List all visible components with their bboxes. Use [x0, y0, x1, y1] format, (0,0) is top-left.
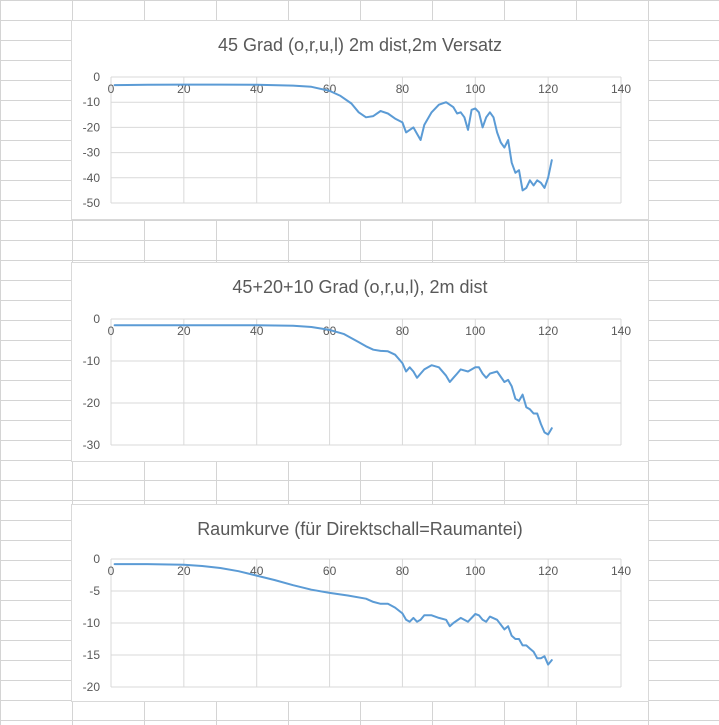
chart-3-ytick-label: 0: [93, 552, 100, 566]
chart-2-xtick-label: 80: [396, 324, 410, 338]
chart-3-xtick-label: 120: [538, 564, 558, 578]
chart-1-ytick-label: 0: [93, 70, 100, 84]
chart-2-ytick-label: -30: [83, 438, 101, 452]
chart-1-ytick-label: -40: [83, 171, 101, 185]
chart-2-xtick-label: 20: [177, 324, 191, 338]
chart-1-ytick-label: -20: [83, 120, 101, 134]
chart-1-ytick-label: -50: [83, 196, 101, 210]
chart-1-xtick-label: 80: [396, 82, 410, 96]
chart-3-xtick-label: 60: [323, 564, 337, 578]
chart-3-title: Raumkurve (für Direktschall=Raumantei): [197, 519, 523, 539]
chart-2-xtick-label: 60: [323, 324, 337, 338]
chart-2-series-line: [113, 324, 553, 436]
chart-panel-1[interactable]: 45 Grad (o,r,u,l) 2m dist,2m Versatz 0 -10…: [71, 20, 649, 220]
chart-2-xtick-label: 0: [108, 324, 115, 338]
chart-panel-2[interactable]: 45+20+10 Grad (o,r,u,l), 2m dist 0 -10 -20 -…: [71, 262, 649, 462]
chart-3-series-line: [113, 563, 553, 666]
chart-3-xtick-label: 100: [465, 564, 485, 578]
chart-2-xtick-label: 120: [538, 324, 558, 338]
chart-3-xtick-label: 20: [177, 564, 191, 578]
chart-2-ytick-label: -10: [83, 354, 101, 368]
chart-2-title: 45+20+10 Grad (o,r,u,l), 2m dist: [232, 277, 487, 297]
chart-2-xtick-label: 40: [250, 324, 264, 338]
chart-3-ytick-label: -15: [83, 648, 101, 662]
chart-2-ytick-label: 0: [93, 312, 100, 326]
chart-2-xtick-label: 100: [465, 324, 485, 338]
chart-3-ytick-label: -5: [89, 584, 100, 598]
chart-1-series-line: [113, 83, 553, 192]
chart-1-xtick-label: 100: [465, 82, 485, 96]
chart-2-ytick-label: -20: [83, 396, 101, 410]
chart-1-xtick-label: 140: [611, 82, 631, 96]
chart-2-xtick-label: 140: [611, 324, 631, 338]
chart-3-ytick-label: -10: [83, 616, 101, 630]
chart-3-ytick-label: -20: [83, 680, 101, 694]
chart-1-ytick-label: -10: [83, 95, 101, 109]
chart-1-xtick-label: 0: [108, 82, 115, 96]
chart-3-xtick-label: 140: [611, 564, 631, 578]
chart-1-ytick-label: -30: [83, 146, 101, 160]
chart-3-xtick-label: 0: [108, 564, 115, 578]
chart-svg-2: 45+20+10 Grad (o,r,u,l), 2m dist 0 -10 -20 -…: [83, 277, 632, 452]
chart-panel-3[interactable]: Raumkurve (für Direktschall=Raumantei) 0-…: [71, 504, 649, 702]
chart-1-xtick-label: 120: [538, 82, 558, 96]
chart-svg-1: 45 Grad (o,r,u,l) 2m dist,2m Versatz 0 -10…: [83, 35, 632, 210]
chart-3-xtick-label: 80: [396, 564, 410, 578]
chart-1-title: 45 Grad (o,r,u,l) 2m dist,2m Versatz: [218, 35, 502, 55]
chart-svg-3: Raumkurve (für Direktschall=Raumantei)0-…: [83, 519, 632, 694]
